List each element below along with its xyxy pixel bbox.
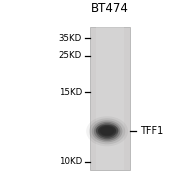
Bar: [96, 27, 124, 170]
Ellipse shape: [100, 126, 114, 136]
Ellipse shape: [98, 127, 111, 134]
Ellipse shape: [106, 128, 114, 133]
Ellipse shape: [89, 118, 125, 144]
Ellipse shape: [94, 122, 120, 141]
Ellipse shape: [98, 125, 116, 138]
Text: TFF1: TFF1: [140, 126, 164, 136]
Ellipse shape: [104, 127, 116, 134]
Text: 35KD: 35KD: [59, 34, 82, 43]
Bar: [90, 27, 130, 170]
Ellipse shape: [92, 120, 122, 142]
Text: 25KD: 25KD: [59, 51, 82, 60]
Text: 10KD: 10KD: [59, 157, 82, 166]
Ellipse shape: [86, 116, 128, 146]
Ellipse shape: [96, 123, 118, 139]
Ellipse shape: [104, 129, 110, 134]
Ellipse shape: [102, 128, 112, 135]
Ellipse shape: [100, 128, 109, 133]
Text: BT474: BT474: [91, 2, 129, 15]
Ellipse shape: [101, 125, 119, 136]
Ellipse shape: [96, 125, 113, 136]
Text: 15KD: 15KD: [59, 88, 82, 97]
